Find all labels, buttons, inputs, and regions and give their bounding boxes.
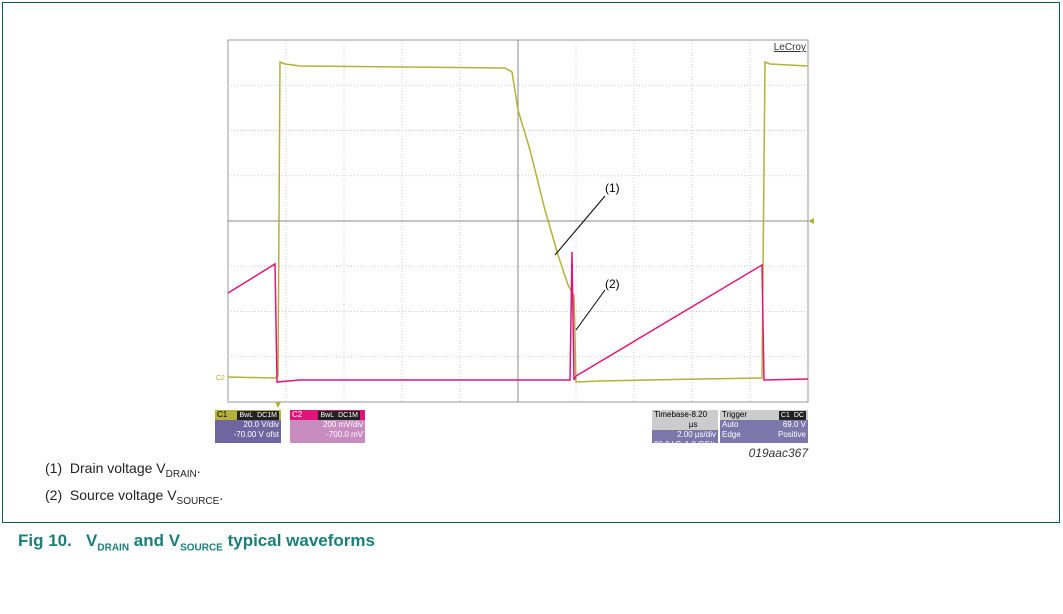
scale: 200 mV/div — [322, 420, 363, 429]
level: 69.0 V — [782, 420, 806, 429]
label: Trigger — [722, 410, 748, 419]
end: . — [196, 460, 201, 476]
timebase-panel: Timebase -8.20 µs 2.00 µs/div 20.0 kS 1.0 … — [652, 410, 718, 449]
mode: Auto — [722, 420, 739, 429]
delay: -8.20 µs — [688, 410, 708, 429]
channel-marker: C2 — [216, 375, 225, 382]
label: Timebase — [654, 410, 689, 419]
flag: BwL — [318, 411, 337, 420]
callout-line — [554, 195, 606, 256]
brand: LeCroy — [774, 42, 806, 53]
text: Drain voltage V — [69, 460, 166, 476]
note: (1) Drain voltage VDRAIN. — [45, 460, 201, 480]
samples: 20.0 kS — [654, 440, 682, 449]
ch-name: C2 — [292, 410, 303, 419]
scale: 2.00 µs/div — [677, 430, 716, 439]
trigger-level — [808, 218, 814, 224]
c2-panel: C2 BwL DC1M 200 mV/div -700.0 mV — [290, 410, 365, 443]
coupling: DC — [791, 411, 806, 420]
drain-trace — [227, 60, 809, 383]
trigger-pos — [275, 402, 281, 408]
caption-sub: DRAIN — [97, 542, 130, 554]
note: (2) Source voltage VSOURCE. — [45, 487, 223, 507]
caption-part: typical waveforms — [222, 531, 375, 550]
scope-screen: (1) (2) LeCroy C2 — [216, 39, 814, 408]
marker: (2) — [45, 487, 63, 503]
callout: (2) — [605, 277, 620, 291]
end: . — [219, 487, 224, 503]
source-trace — [227, 251, 809, 383]
slope: Positive — [777, 430, 806, 439]
sub: DRAIN — [165, 468, 197, 480]
scale: 20.0 V/div — [243, 420, 279, 429]
sub: SOURCE — [176, 495, 220, 507]
caption-number: Fig 10. — [18, 531, 72, 550]
marker: (1) — [45, 460, 63, 476]
flag: DC1M — [255, 411, 279, 420]
flag: BwL — [237, 411, 256, 420]
figure-id: 019aac367 — [748, 446, 808, 460]
caption: Fig 10. VDRAIN and VSOURCE typical wavef… — [18, 531, 375, 553]
rate: 1.0 GS/s — [684, 440, 716, 449]
caption-part: and V — [129, 531, 181, 550]
c1-panel: C1 BwL DC1M 20.0 V/div -70.00 V ofst — [215, 410, 281, 443]
caption-sub: SOURCE — [180, 542, 223, 554]
text: Source voltage V — [69, 487, 177, 503]
offset: -70.00 V ofst — [233, 430, 279, 439]
flag: DC1M — [336, 411, 360, 420]
caption-part: V — [86, 531, 98, 550]
callout: (1) — [605, 181, 620, 195]
source: C1 — [778, 411, 792, 420]
offset: -700.0 mV — [326, 430, 363, 439]
trigger-panel: Trigger C1 DC Auto 69.0 V Edge Positive — [720, 410, 808, 443]
ch-name: C1 — [217, 410, 228, 419]
type: Edge — [722, 430, 741, 439]
figure-frame — [2, 2, 1060, 523]
callout-line — [575, 289, 606, 331]
